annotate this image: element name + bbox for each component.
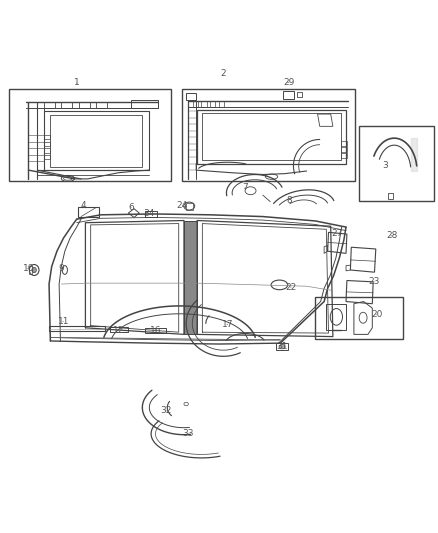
Text: 6: 6: [128, 203, 134, 212]
Text: 9: 9: [58, 264, 64, 273]
Text: 2: 2: [221, 69, 226, 78]
Text: 1: 1: [74, 78, 80, 87]
Text: 34: 34: [143, 209, 155, 219]
Text: 12: 12: [113, 326, 124, 335]
Text: 31: 31: [277, 342, 288, 351]
Text: 10: 10: [23, 264, 34, 273]
Text: 4: 4: [81, 201, 86, 209]
Text: 33: 33: [183, 429, 194, 438]
Text: 17: 17: [222, 320, 233, 329]
Text: 8: 8: [286, 196, 292, 205]
Text: 3: 3: [382, 161, 389, 170]
Text: 27: 27: [332, 229, 343, 238]
Text: 32: 32: [161, 406, 172, 415]
Text: 7: 7: [242, 183, 248, 192]
Polygon shape: [184, 221, 197, 334]
Ellipse shape: [279, 344, 285, 349]
Text: 29: 29: [283, 78, 295, 87]
Text: 11: 11: [58, 317, 69, 326]
Text: 24: 24: [176, 201, 187, 209]
Ellipse shape: [32, 268, 36, 273]
Text: 28: 28: [386, 231, 398, 240]
Text: 16: 16: [150, 326, 161, 335]
Text: 23: 23: [369, 277, 380, 286]
Text: 22: 22: [286, 282, 297, 292]
Text: 20: 20: [371, 310, 382, 319]
